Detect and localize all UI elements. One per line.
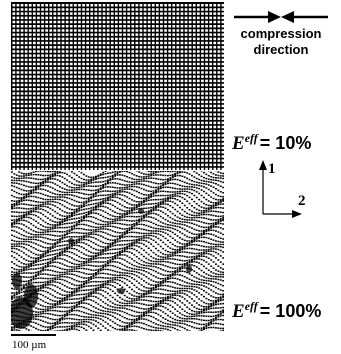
strain-superscript: eff bbox=[244, 299, 258, 313]
strain-label-top: Eeff = 10% bbox=[232, 128, 311, 154]
compression-direction-indicator: compression direction bbox=[232, 9, 330, 64]
strain-symbol: E bbox=[232, 133, 245, 154]
strain-label-bottom: Eeff = 100% bbox=[232, 296, 321, 322]
axes-indicator: 1 2 bbox=[250, 158, 312, 218]
axes-arrows-icon bbox=[259, 160, 302, 218]
scale-bar-label: 100 µm bbox=[12, 339, 47, 351]
compression-arrows-icon bbox=[234, 11, 328, 23]
axis-1-label: 1 bbox=[268, 161, 276, 177]
compression-label-line1: compression bbox=[240, 26, 322, 41]
axis-2-label: 2 bbox=[298, 193, 306, 209]
strain-value: = 100% bbox=[259, 301, 322, 321]
micrograph-strain-10 bbox=[11, 2, 224, 170]
scale-bar bbox=[11, 334, 56, 336]
compression-direction-label: compression direction bbox=[232, 26, 330, 58]
micrograph-strain-100 bbox=[11, 171, 224, 331]
strain-value: = 10% bbox=[259, 133, 312, 153]
strain-symbol: E bbox=[232, 301, 245, 322]
compression-label-line2: direction bbox=[253, 42, 309, 57]
strain-superscript: eff bbox=[244, 131, 258, 145]
